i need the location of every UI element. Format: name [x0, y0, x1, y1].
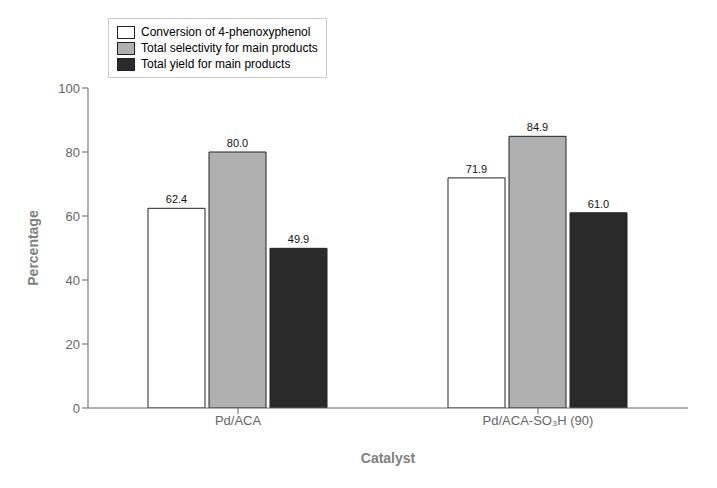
svg-text:0: 0	[73, 401, 80, 416]
svg-text:80.0: 80.0	[227, 137, 248, 149]
svg-text:60: 60	[66, 209, 80, 224]
html-text:Conversion of 4-phenoxyphenol: Conversion of 4-phenoxyphenol	[141, 25, 311, 39]
svg-text:84.9: 84.9	[527, 121, 548, 133]
svg-text:40: 40	[66, 273, 80, 288]
svg-text:49.9: 49.9	[288, 233, 309, 245]
svg-text:80: 80	[66, 145, 80, 160]
svg-text:Percentage: Percentage	[25, 210, 41, 286]
svg-text:61.0: 61.0	[588, 198, 609, 210]
svg-text:71.9: 71.9	[466, 163, 487, 175]
html-text:Total selectivity for main pro: Total selectivity for main products	[141, 41, 318, 55]
svg-text:62.4: 62.4	[166, 193, 187, 205]
svg-text:Pd/ACA: Pd/ACA	[215, 413, 262, 428]
svg-text:Pd/ACA-SO₃H (90): Pd/ACA-SO₃H (90)	[483, 413, 594, 428]
svg-text:20: 20	[66, 337, 80, 352]
svg-text:100: 100	[58, 81, 80, 96]
html-text:Total yield for main products: Total yield for main products	[141, 57, 291, 71]
svg-text:Catalyst: Catalyst	[361, 450, 416, 466]
